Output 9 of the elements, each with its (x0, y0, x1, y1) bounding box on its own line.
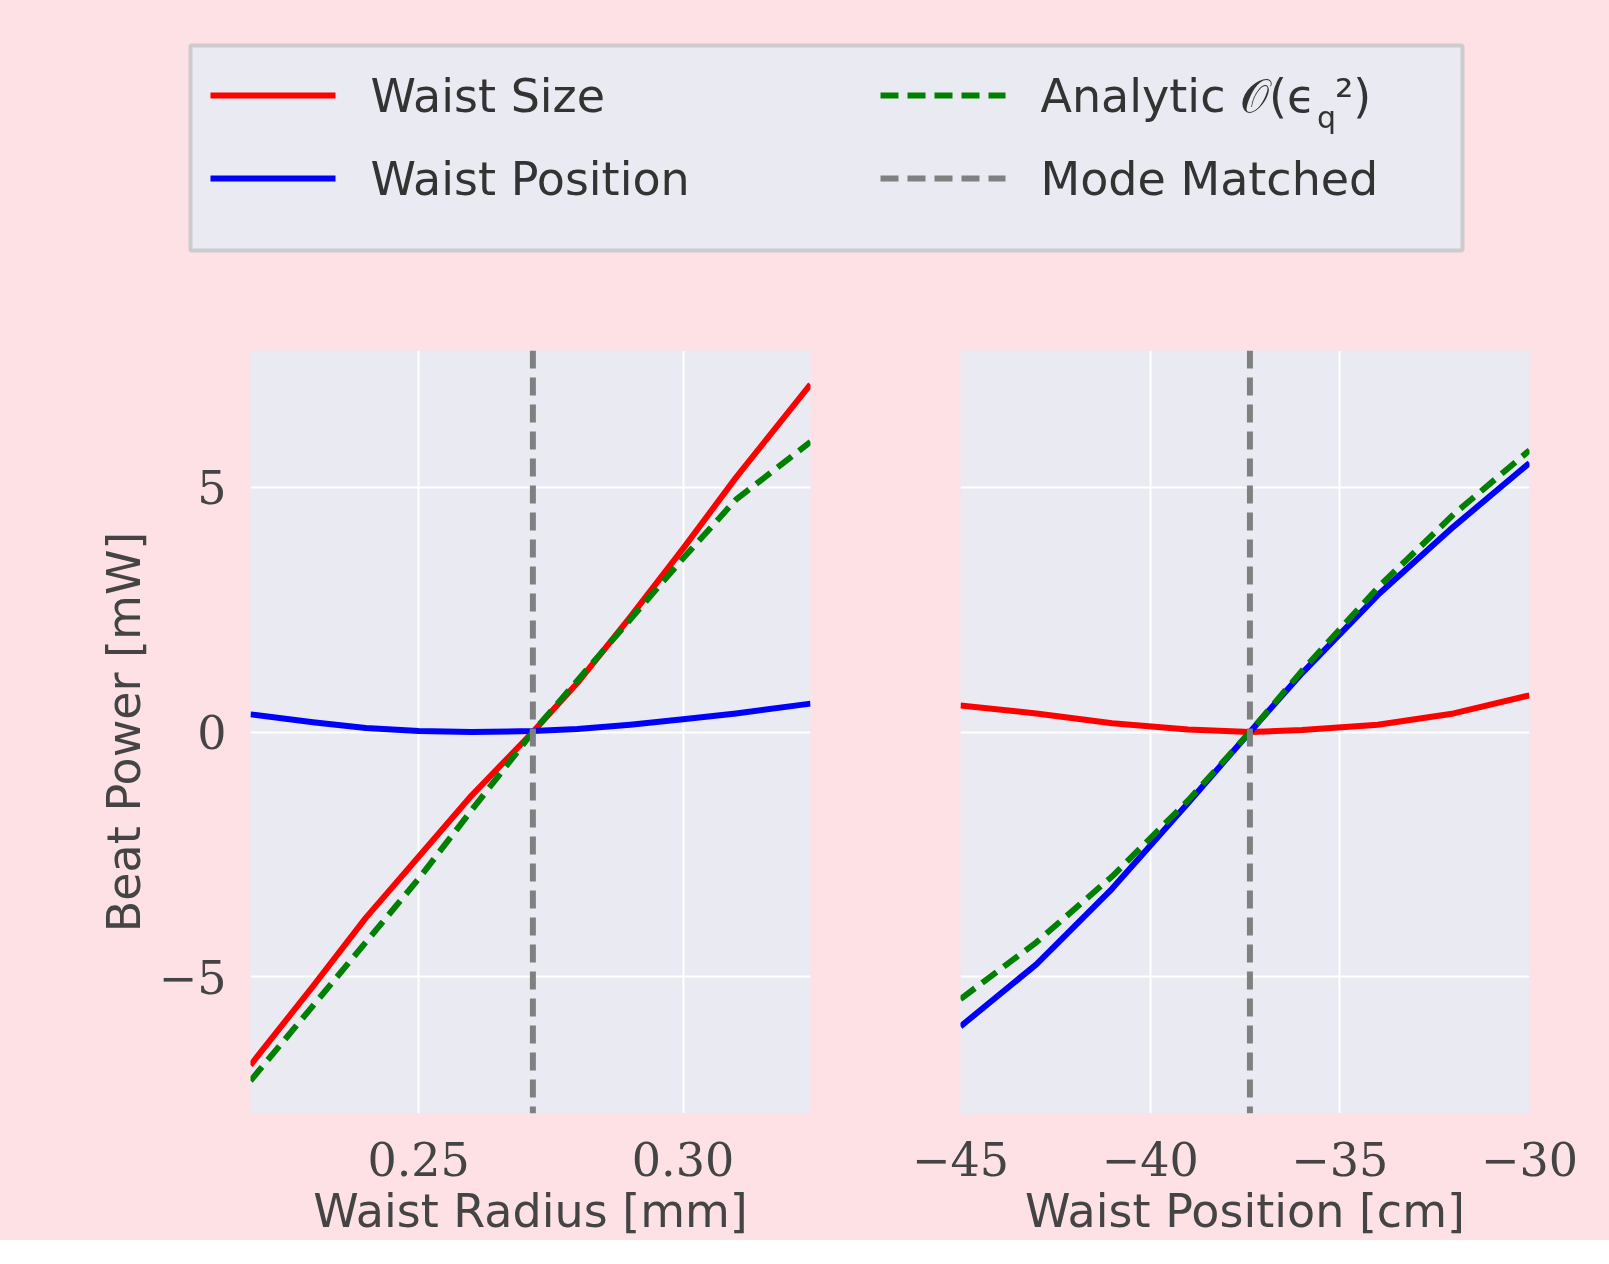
y-tick-label: 5 (197, 461, 227, 516)
y-tick-label: −5 (158, 950, 227, 1005)
y-tick-label: 0 (197, 706, 227, 760)
x-tick-label: −30 (1480, 1132, 1579, 1187)
x-tick-label: −45 (911, 1132, 1010, 1187)
legend-label: Waist Size (370, 68, 606, 123)
legend-label: Waist Position (370, 151, 690, 206)
y-axis-title: Beat Power [mW] (96, 531, 151, 933)
legend-label: Mode Matched (1040, 151, 1379, 206)
